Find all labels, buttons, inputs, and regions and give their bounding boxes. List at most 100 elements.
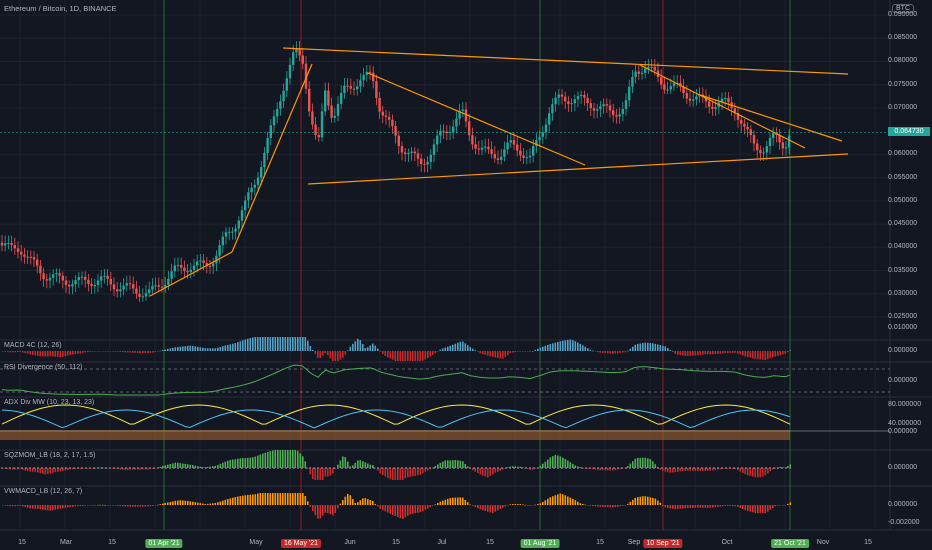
indicator-pane-label[interactable]: VWMACD_LB (12, 26, 7) bbox=[4, 488, 83, 495]
indicator-axis-label: 0.000000 bbox=[888, 501, 918, 508]
macd-bar bbox=[99, 351, 102, 352]
candle-body bbox=[314, 124, 317, 136]
candle-body bbox=[285, 78, 288, 91]
indicator-pane-label[interactable]: MACD 4C (12, 26) bbox=[4, 342, 62, 349]
vwmacd-bar bbox=[469, 504, 472, 506]
vwmacd-bar bbox=[59, 505, 62, 509]
macd-bar bbox=[374, 345, 377, 351]
macd-bar bbox=[17, 351, 19, 353]
candle-body bbox=[42, 273, 45, 280]
vwmacd-bar bbox=[587, 505, 589, 506]
vwmacd-bar bbox=[222, 500, 224, 505]
sqzmom-bar bbox=[767, 468, 769, 474]
candle-body bbox=[29, 256, 32, 258]
macd-bar bbox=[749, 351, 752, 358]
macd-bar bbox=[367, 347, 369, 351]
sqzmom-bar bbox=[719, 468, 722, 470]
candle-body bbox=[628, 86, 631, 101]
vwmacd-bar bbox=[642, 496, 644, 505]
indicator-pane-label[interactable]: ADX Div MW (10, 23, 13, 23) bbox=[4, 399, 95, 406]
sqzmom-bar bbox=[712, 468, 714, 471]
sqzmom-dot bbox=[449, 467, 451, 469]
sqzmom-dot bbox=[173, 467, 175, 469]
vwmacd-bar bbox=[347, 493, 349, 505]
indicator-pane-label[interactable]: RSI Divergence (50, 112) bbox=[4, 364, 83, 371]
macd-bar bbox=[369, 345, 372, 351]
vwmacd-bar bbox=[397, 505, 399, 518]
macd-bar bbox=[454, 343, 457, 351]
sqzmom-bar bbox=[47, 468, 49, 475]
sqzmom-bar bbox=[242, 458, 244, 468]
macd-bar bbox=[222, 346, 224, 351]
vwmacd-bar bbox=[84, 505, 87, 506]
indicator-pane-label[interactable]: SQZMOM_LB (18, 2, 17, 1.5) bbox=[4, 452, 96, 459]
vwmacd-bar bbox=[599, 505, 602, 507]
trend-line bbox=[699, 94, 843, 142]
sqzmom-bar bbox=[134, 468, 137, 470]
sqzmom-dot bbox=[129, 467, 131, 469]
vwmacd-bar bbox=[257, 493, 259, 505]
date-marker-badge: 01 Apr '21 bbox=[145, 539, 183, 548]
candle-body bbox=[586, 97, 589, 104]
date-axis-label: 15 bbox=[392, 539, 400, 546]
sqzmom-bar bbox=[699, 468, 702, 471]
sqzmom-bar bbox=[217, 464, 219, 468]
candle-body bbox=[71, 284, 74, 287]
sqzmom-bar bbox=[354, 462, 357, 468]
macd-bar bbox=[164, 349, 167, 351]
macd-bar bbox=[7, 351, 9, 352]
vwmacd-bar bbox=[177, 500, 179, 505]
sqzmom-bar bbox=[619, 468, 622, 470]
candle-body bbox=[151, 285, 154, 290]
sqzmom-bar bbox=[314, 468, 317, 480]
sqzmom-dot bbox=[193, 467, 195, 469]
vwmacd-bar bbox=[494, 505, 497, 512]
macd-bar bbox=[282, 337, 284, 351]
sqzmom-dot bbox=[37, 467, 39, 469]
macd-bar bbox=[397, 351, 399, 361]
vwmacd-bar bbox=[514, 504, 517, 505]
vwmacd-bar bbox=[407, 505, 409, 516]
candle-body bbox=[599, 106, 602, 110]
vwmacd-bar bbox=[549, 497, 552, 505]
sqzmom-bar bbox=[287, 450, 289, 468]
sqzmom-dot bbox=[153, 467, 155, 469]
sqzmom-dot bbox=[625, 467, 627, 469]
date-axis-label: 15 bbox=[864, 539, 872, 546]
price-tick-label: 0.090000 bbox=[888, 11, 918, 18]
vwmacd-bar bbox=[477, 505, 479, 509]
sqzmom-dot bbox=[389, 467, 391, 469]
vwmacd-bar bbox=[684, 505, 687, 509]
sqzmom-bar bbox=[159, 466, 162, 468]
sqzmom-bar bbox=[124, 468, 127, 470]
sqzmom-bar bbox=[182, 463, 184, 468]
candle-body bbox=[583, 94, 586, 98]
sqzmom-bar bbox=[329, 468, 332, 476]
currency-badge[interactable]: BTC bbox=[892, 4, 914, 13]
candle-body bbox=[135, 288, 138, 294]
sqzmom-bar bbox=[139, 468, 142, 470]
sqzmom-bar bbox=[254, 456, 257, 468]
vwmacd-bar bbox=[447, 498, 449, 505]
macd-bar bbox=[457, 342, 459, 351]
macd-bar bbox=[212, 348, 214, 351]
candle-body bbox=[48, 277, 52, 281]
sqzmom-bar bbox=[527, 468, 529, 469]
vwmacd-bar bbox=[112, 505, 114, 506]
sqzmom-bar bbox=[754, 468, 757, 478]
sqzmom-bar bbox=[107, 468, 109, 469]
candle-body bbox=[743, 123, 746, 127]
vwmacd-bar bbox=[667, 505, 669, 508]
sqzmom-bar bbox=[339, 460, 342, 468]
macd-bar bbox=[274, 337, 277, 351]
vwmacd-bar bbox=[387, 505, 389, 513]
candle-body bbox=[336, 103, 340, 116]
sqzmom-bar bbox=[464, 463, 467, 468]
vwmacd-bar bbox=[757, 505, 759, 514]
candle-body bbox=[704, 96, 708, 102]
sqzmom-dot bbox=[445, 467, 447, 469]
vwmacd-bar bbox=[617, 505, 619, 507]
vwmacd-bar bbox=[627, 503, 629, 505]
indicator-axis-label: 0.000000 bbox=[888, 377, 918, 384]
